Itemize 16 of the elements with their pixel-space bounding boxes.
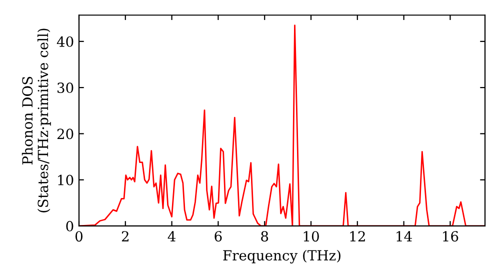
y-tick-label: 0: [66, 220, 74, 232]
x-tick-label: 4: [168, 231, 176, 242]
y-tick-label: 30: [58, 82, 74, 94]
x-axis-title: Frequency (THz): [223, 250, 340, 264]
x-tick-label: 0: [75, 231, 82, 242]
y-tick-label: 40: [56, 36, 74, 47]
x-tick-label: 10: [304, 231, 319, 242]
x-tick-label: 12: [350, 231, 365, 242]
x-tick-label: 6: [214, 231, 222, 242]
y-tick-label: 10: [58, 174, 74, 186]
x-tick-label: 8: [261, 231, 268, 242]
y-tick-label: 20: [57, 128, 74, 140]
y-axis-title: Phonon DOS (States/THz·primitive cell): [22, 28, 51, 212]
x-tick-label: 16: [443, 231, 458, 242]
x-tick-label: 2: [122, 231, 128, 242]
x-tick-label: 14: [396, 231, 412, 242]
